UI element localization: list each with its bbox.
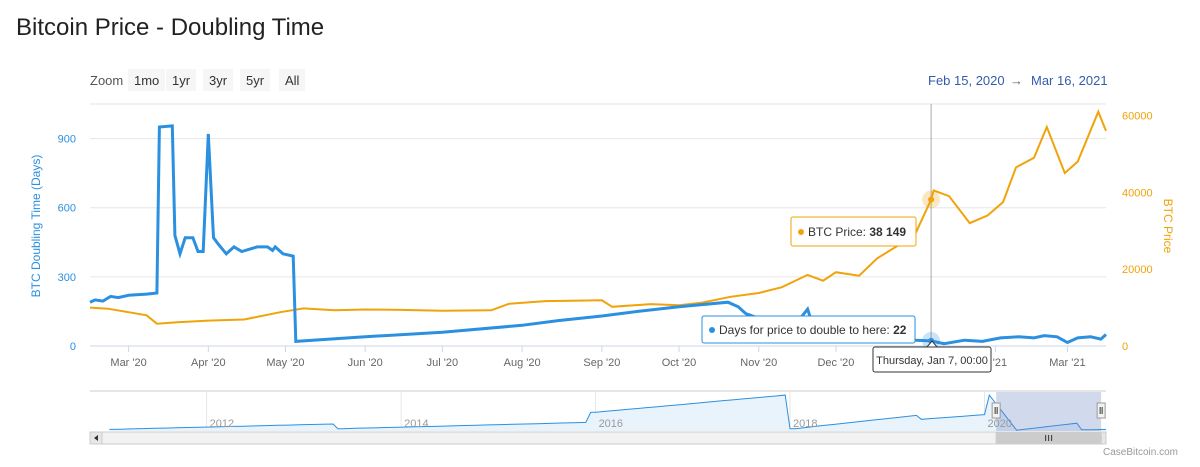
range-to-input[interactable]: Mar 16, 2021 (1031, 73, 1108, 88)
svg-text:Days for price to double to he: Days for price to double to here: 22 (719, 323, 907, 337)
zoom-5yr-button[interactable]: 5yr (240, 69, 271, 91)
doubling-tooltip: Days for price to double to here: 22 (701, 315, 916, 344)
left-tick-label: 0 (70, 341, 76, 353)
scrollbar-track[interactable] (89, 431, 1107, 445)
x-tick-label: May '20 (266, 357, 304, 369)
navigator-left-handle[interactable] (991, 402, 1001, 419)
credit-text: CaseBitcoin.com (1102, 447, 1178, 458)
doubling-tooltip-dot (709, 327, 715, 333)
zoom-all-button[interactable]: All (279, 69, 306, 91)
price-tooltip-dot (798, 229, 804, 235)
right-axis-ticks: 0 20000 40000 60000 (1122, 111, 1153, 353)
left-tick-label: 900 (58, 134, 76, 146)
series-line-btc-price (89, 109, 1107, 325)
navigator-ticks: 2012 2014 2016 2018 2020 (210, 418, 1012, 430)
right-axis-label: BTC Price (1161, 199, 1175, 254)
zoom-label: Zoom (90, 73, 124, 88)
left-tick-label: 600 (58, 203, 76, 215)
x-tick-label: Jun '20 (348, 357, 383, 369)
date-tooltip-text: Thursday, Jan 7, 00:00 (876, 355, 988, 367)
doubling-tooltip-label: Days for price to double to here: (719, 323, 890, 337)
x-tick-label: Sep '20 (583, 357, 620, 369)
zoom-1mo-button[interactable]: 1mo (128, 69, 166, 91)
navigator-grid (206, 392, 985, 431)
left-axis-ticks: 0 300 600 900 (58, 134, 76, 353)
svg-text:BTC Price: 38 149: BTC Price: 38 149 (808, 225, 906, 239)
doubling-tooltip-value: 22 (893, 323, 907, 337)
navigator-tick-label: 2020 (987, 418, 1011, 430)
left-tick-label: 300 (58, 272, 76, 284)
navigator-tick-label: 2012 (210, 418, 234, 430)
price-tooltip-value: 38 149 (869, 225, 906, 239)
right-tick-label: 60000 (1122, 111, 1153, 123)
right-tick-label: 0 (1122, 341, 1128, 353)
x-tick-label: Aug '20 (504, 357, 541, 369)
navigator-tick-label: 2016 (599, 418, 623, 430)
zoom-1yr-button[interactable]: 1yr (166, 69, 197, 91)
grid (90, 103, 1106, 347)
navigator[interactable]: 2012 2014 2016 2018 2020 (89, 390, 1107, 445)
price-hover-point (928, 196, 935, 203)
x-tick-label: Oct '20 (662, 357, 697, 369)
navigator-tick-label: 2018 (793, 418, 817, 430)
page-title: Bitcoin Price - Doubling Time (16, 14, 325, 41)
date-tooltip: Thursday, Jan 7, 00:00 (872, 340, 992, 373)
x-tick-label: Mar '20 (110, 357, 146, 369)
x-tick-label: Mar '21 (1049, 357, 1085, 369)
navigator-handles (991, 402, 1106, 419)
price-tooltip: BTC Price: 38 149 (790, 216, 917, 247)
x-tick-label: Nov '20 (740, 357, 777, 369)
price-tooltip-label: BTC Price: (808, 225, 866, 239)
scroll-left-arrow-icon (94, 435, 98, 441)
right-tick-label: 40000 (1122, 187, 1153, 199)
navigator-right-handle[interactable] (1096, 402, 1106, 419)
navigator-line (109, 393, 1107, 431)
navigator-tick-label: 2014 (404, 418, 428, 430)
zoom-3yr-button[interactable]: 3yr (203, 69, 234, 91)
range-from-input[interactable]: Feb 15, 2020 (928, 73, 1005, 88)
series-line-doubling-time (89, 124, 1108, 346)
range-arrow: → (1010, 73, 1023, 88)
navigator-selection[interactable] (996, 392, 1102, 431)
x-tick-label: Dec '20 (817, 357, 854, 369)
x-tick-label: Jul '20 (427, 357, 458, 369)
right-tick-label: 20000 (1122, 264, 1153, 276)
x-tick-label: Apr '20 (191, 357, 226, 369)
left-axis-label: BTC Doubling Time (Days) (29, 155, 43, 298)
